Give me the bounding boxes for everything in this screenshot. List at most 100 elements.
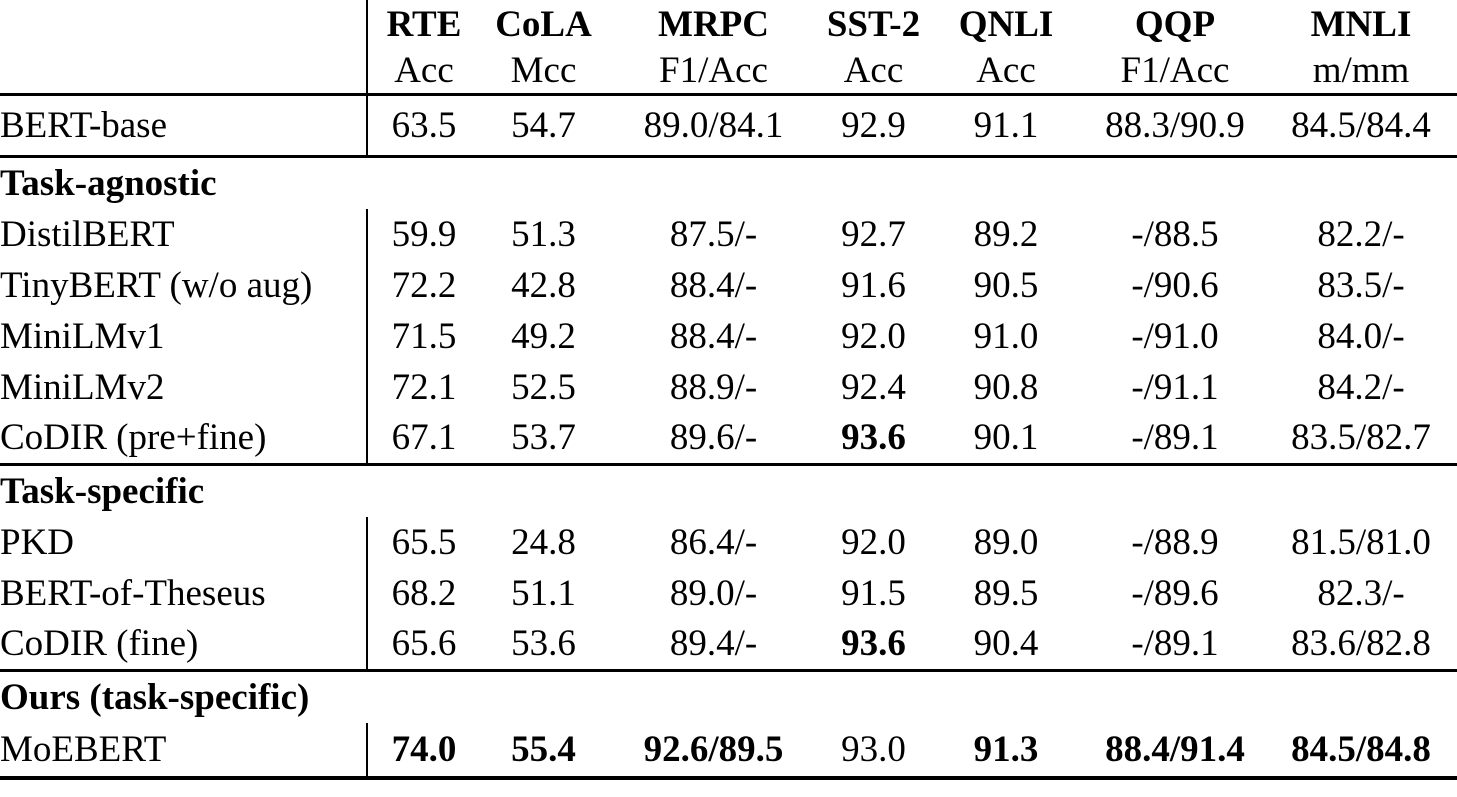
- value-cell: 92.9: [841, 104, 906, 146]
- value-cell: 89.4/-: [669, 623, 758, 665]
- value-cell: 84.5/84.8: [1291, 729, 1431, 770]
- metric-header-cola: Mcc: [510, 49, 577, 91]
- metric-header-qnli: Acc: [976, 49, 1036, 91]
- value-cell: 88.4/-: [669, 265, 758, 306]
- value-cell: 90.1: [973, 417, 1039, 459]
- section-heading: Task-specific: [0, 470, 205, 512]
- task-header-qqp: QQP: [1134, 3, 1216, 45]
- value-cell: 89.5: [973, 573, 1039, 614]
- value-cell: 83.5/-: [1317, 265, 1405, 306]
- table-row: MiniLMv1 71.5 49.2 88.4/- 92.0 91.0 -/91.0 84.0…: [0, 311, 1457, 362]
- table-header: RTE CoLA MRPC SST-2 QNLI QQP MNLI Acc Mcc F1/Acc A…: [0, 0, 1457, 94]
- value-cell: 51.1: [511, 573, 576, 614]
- metric-header-rte: Acc: [366, 48, 480, 94]
- header-row-tasks: RTE CoLA MRPC SST-2 QNLI QQP MNLI: [0, 0, 1457, 48]
- value-cell: 92.7: [841, 214, 906, 255]
- value-cell: 81.5/81.0: [1291, 522, 1431, 563]
- corner-cell: [0, 0, 367, 48]
- model-name-cell: DistilBERT: [0, 214, 175, 255]
- value-cell: -/89.1: [1131, 623, 1219, 665]
- value-cell: 90.8: [973, 367, 1039, 408]
- table-body: BERT-base 63.5 54.7 89.0/84.1 92.9 91.1 88.3/9…: [0, 94, 1457, 778]
- section-heading: Ours (task-specific): [0, 676, 310, 718]
- value-cell: 87.5/-: [669, 214, 758, 255]
- value-cell: 72.1: [366, 362, 480, 413]
- model-name-cell: BERT-base: [0, 104, 168, 146]
- value-cell: 49.2: [511, 316, 576, 357]
- table-row: MiniLMv2 72.1 52.5 88.9/- 92.4 90.8 -/91.1 84.2…: [0, 362, 1457, 413]
- value-cell: 91.5: [841, 573, 906, 614]
- task-header-mnli: MNLI: [1310, 3, 1412, 45]
- value-cell: -/91.0: [1131, 316, 1219, 357]
- metric-header-mrpc: F1/Acc: [659, 49, 768, 91]
- value-cell: 67.1: [366, 413, 480, 464]
- task-header-sst-2: SST-2: [826, 3, 921, 45]
- value-cell: 88.3/90.9: [1105, 104, 1245, 146]
- table-row: MoEBERT 74.0 55.4 92.6/89.5 93.0 91.3 88.4/91.…: [0, 723, 1457, 778]
- table-row: PKD 65.5 24.8 86.4/- 92.0 89.0 -/88.9 81.5/81.0: [0, 517, 1457, 568]
- value-cell: 53.6: [511, 623, 576, 665]
- metric-header-qqp: F1/Acc: [1120, 49, 1230, 91]
- value-cell: 92.6/89.5: [643, 729, 784, 770]
- model-name-cell: BERT-of-Theseus: [0, 573, 266, 614]
- value-cell: 89.2: [973, 214, 1039, 255]
- value-cell: 83.5/82.7: [1291, 417, 1431, 459]
- value-cell: 65.5: [366, 517, 480, 568]
- value-cell: 90.5: [973, 265, 1039, 306]
- model-name-cell: MiniLMv2: [0, 367, 165, 408]
- value-cell: 91.6: [841, 265, 906, 306]
- section-row: Ours (task-specific): [0, 670, 1457, 723]
- value-cell: 92.0: [841, 316, 906, 357]
- value-cell: 68.2: [366, 568, 480, 619]
- value-cell: 42.8: [511, 265, 576, 306]
- value-cell: 71.5: [366, 311, 480, 362]
- model-name-cell: MoEBERT: [0, 729, 167, 770]
- value-cell: 84.2/-: [1317, 367, 1405, 408]
- table-row: TinyBERT (w/o aug) 72.2 42.8 88.4/- 91.6 90.5…: [0, 260, 1457, 311]
- table-row: CoDIR (fine) 65.6 53.6 89.4/- 93.6 90.4 -/89.1…: [0, 619, 1457, 670]
- model-name-cell: CoDIR (fine): [0, 623, 199, 665]
- value-cell: 89.6/-: [669, 417, 758, 459]
- value-cell: 88.4/91.4: [1105, 729, 1245, 770]
- value-cell: 63.5: [366, 94, 480, 156]
- task-header-mrpc: MRPC: [658, 3, 769, 45]
- value-cell: 84.5/84.4: [1291, 104, 1431, 146]
- value-cell: 89.0/84.1: [643, 104, 784, 146]
- section-row: Task-specific: [0, 464, 1457, 517]
- table-row: DistilBERT 59.9 51.3 87.5/- 92.7 89.2 -/88.5 82…: [0, 209, 1457, 260]
- model-name-cell: MiniLMv1: [0, 316, 165, 357]
- model-name-cell: PKD: [0, 522, 75, 563]
- value-cell: -/90.6: [1131, 265, 1219, 306]
- task-header-qnli: QNLI: [958, 3, 1054, 45]
- value-cell: 91.1: [973, 104, 1039, 146]
- header-row-metrics: Acc Mcc F1/Acc Acc Acc F1/Acc m/mm: [0, 48, 1457, 94]
- section-row: Task-agnostic: [0, 156, 1457, 209]
- corner-cell-2: [0, 48, 367, 94]
- value-cell: 54.7: [511, 104, 576, 146]
- model-name-cell: CoDIR (pre+fine): [0, 417, 267, 459]
- value-cell: 91.3: [973, 729, 1039, 770]
- value-cell: 92.0: [841, 522, 906, 563]
- value-cell: 93.6: [841, 417, 906, 459]
- metric-header-sst-2: Acc: [843, 49, 904, 91]
- task-header-rte: RTE: [366, 0, 480, 48]
- glue-results-table: RTE CoLA MRPC SST-2 QNLI QQP MNLI Acc Mcc F1/Acc A…: [0, 0, 1457, 780]
- model-name-cell: TinyBERT (w/o aug): [0, 265, 313, 306]
- value-cell: 52.5: [511, 367, 576, 408]
- value-cell: 89.0: [973, 522, 1039, 563]
- value-cell: 86.4/-: [669, 522, 758, 563]
- value-cell: 93.6: [841, 623, 906, 665]
- value-cell: 88.9/-: [669, 367, 758, 408]
- value-cell: 72.2: [366, 260, 480, 311]
- value-cell: 65.6: [366, 619, 480, 670]
- value-cell: 24.8: [511, 522, 576, 563]
- value-cell: 82.2/-: [1317, 214, 1405, 255]
- table-row: CoDIR (pre+fine) 67.1 53.7 89.6/- 93.6 90.1 -/…: [0, 413, 1457, 464]
- table-row: BERT-of-Theseus 68.2 51.1 89.0/- 91.5 89.5 -/8…: [0, 568, 1457, 619]
- value-cell: 90.4: [973, 623, 1039, 665]
- value-cell: 59.9: [366, 209, 480, 260]
- value-cell: -/89.6: [1131, 573, 1219, 614]
- value-cell: 88.4/-: [669, 316, 758, 357]
- value-cell: 92.4: [841, 367, 906, 408]
- section-heading: Task-agnostic: [0, 162, 217, 204]
